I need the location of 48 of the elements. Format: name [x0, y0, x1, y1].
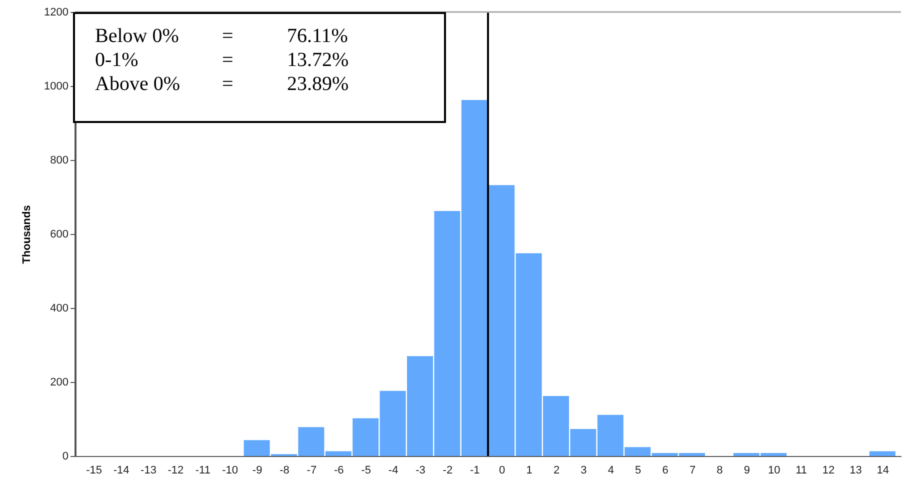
x-tick-label: 2 [553, 464, 560, 476]
x-tick-label: -7 [306, 464, 317, 476]
annotation: = [222, 48, 234, 72]
x-tick-label: 1 [526, 464, 532, 476]
annotation: = [222, 24, 234, 48]
y-tick-label: 800 [50, 154, 68, 166]
y-tick-label: 0 [62, 450, 68, 462]
x-tick-label: -15 [86, 464, 102, 476]
x-tick-label: -5 [361, 464, 371, 476]
annotation: Above 0% [95, 72, 180, 96]
x-tick-label: -3 [416, 464, 426, 476]
x-tick-label: -14 [113, 464, 130, 476]
x-tick-label: 12 [822, 464, 835, 476]
x-tick-label: -9 [252, 464, 262, 476]
x-tick-label: 14 [876, 464, 890, 476]
annotation: = [222, 72, 234, 96]
x-tick-label: 5 [635, 464, 642, 476]
annotation: 13.72% [287, 48, 349, 72]
x-tick-label: -8 [280, 464, 290, 476]
x-tick-label: -11 [195, 464, 210, 476]
x-tick-label: -4 [388, 464, 398, 476]
x-tick-label: 9 [744, 464, 750, 476]
x-tick-label: 8 [716, 464, 723, 476]
x-tick-label: -1 [470, 464, 480, 476]
x-tick-label: -13 [140, 464, 156, 476]
x-tick-label: 6 [662, 464, 668, 476]
x-tick-label: 11 [796, 464, 808, 476]
y-tick-label: 400 [50, 302, 68, 314]
annotation: 76.11% [287, 24, 348, 48]
y-tick-label: 1200 [44, 6, 68, 18]
x-tick-label: -12 [168, 464, 184, 476]
x-tick-label: -10 [222, 464, 238, 476]
y-axis-title: Thousands [21, 205, 34, 264]
annotation: 0-1% [95, 48, 138, 72]
x-tick-label: 0 [499, 464, 506, 476]
y-tick-label: 600 [50, 228, 68, 240]
x-tick-label: 10 [768, 464, 780, 476]
y-tick-label: 200 [50, 376, 68, 388]
x-tick-label: 7 [689, 464, 696, 476]
x-tick-label: 3 [580, 464, 587, 476]
x-tick-label: -2 [442, 464, 453, 476]
annotation: Below 0% [95, 24, 179, 48]
x-tick-label: -6 [334, 464, 344, 476]
x-tick-label: 13 [850, 464, 862, 476]
bar [869, 451, 896, 456]
annotation: 23.89% [287, 72, 349, 96]
y-tick-label: 1000 [44, 80, 68, 92]
x-tick-label: 4 [608, 464, 614, 476]
